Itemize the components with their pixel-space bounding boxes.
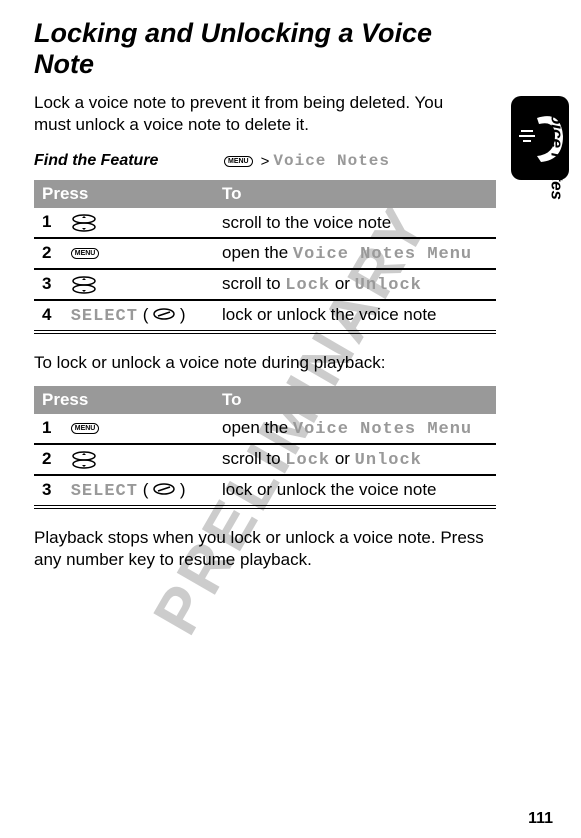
table2-header-to: To [214, 386, 496, 414]
step-desc: open the Voice Notes Menu [214, 238, 496, 269]
table-row: 2 MENU open the Voice Notes Menu [34, 238, 496, 269]
step-desc: open the Voice Notes Menu [214, 414, 496, 444]
scroll-icon [71, 213, 97, 233]
step-desc: scroll to Lock or Unlock [214, 444, 496, 475]
feature-path: Voice Notes [273, 152, 390, 170]
softkey-paren: ( [143, 305, 149, 324]
step-desc: lock or unlock the voice note [214, 475, 496, 507]
table-row: 4 SELECT ( ) lock or unlock the voice no… [34, 300, 496, 332]
intro-paragraph: Lock a voice note to prevent it from bei… [34, 92, 454, 136]
mid-paragraph: To lock or unlock a voice note during pl… [34, 352, 496, 374]
step-number: 4 [42, 305, 56, 325]
step-number: 3 [42, 274, 56, 294]
find-feature-row: Find the Feature MENU > Voice Notes [34, 152, 496, 170]
softkey-icon [153, 305, 175, 325]
step-number: 3 [42, 480, 56, 500]
softkey-paren: ) [180, 305, 186, 324]
table-row: 1 MENU open the Voice Notes Menu [34, 414, 496, 444]
step-number: 1 [42, 212, 56, 232]
page-title: Locking and Unlocking a Voice Note [34, 18, 496, 80]
scroll-icon [71, 275, 97, 295]
page-number: 111 [528, 810, 553, 828]
menu-icon: MENU [224, 156, 253, 167]
step-desc: lock or unlock the voice note [214, 300, 496, 332]
steps-table-2: Press To 1 MENU open the Voice Notes Men… [34, 386, 496, 509]
table1-header-to: To [214, 180, 496, 208]
find-feature-label: Find the Feature [34, 152, 224, 170]
step-number: 2 [42, 243, 56, 263]
table-row: 3 SELECT ( ) lock or unlock the voice no… [34, 475, 496, 507]
step-number: 2 [42, 449, 56, 469]
step-number: 1 [42, 418, 56, 438]
table-row: 2 scroll to Lock or Unlock [34, 444, 496, 475]
table-row: 3 scroll to Lock or Unlock [34, 269, 496, 300]
step-desc: scroll to Lock or Unlock [214, 269, 496, 300]
select-label: SELECT [71, 482, 138, 501]
breadcrumb-separator: > [261, 153, 270, 170]
step-desc: scroll to the voice note [214, 208, 496, 238]
table-row: 1 scroll to the voice note [34, 208, 496, 238]
scroll-icon [71, 450, 97, 470]
select-label: SELECT [71, 307, 138, 326]
menu-icon: MENU [71, 423, 100, 434]
softkey-paren: ) [180, 480, 186, 499]
end-paragraph: Playback stops when you lock or unlock a… [34, 527, 496, 571]
softkey-paren: ( [143, 480, 149, 499]
table2-header-press: Press [34, 386, 214, 414]
menu-icon: MENU [71, 248, 100, 259]
side-section-label: Voice Notes [547, 103, 567, 200]
table1-header-press: Press [34, 180, 214, 208]
steps-table-1: Press To 1 scroll to the voice note 2 ME… [34, 180, 496, 334]
softkey-icon [153, 480, 175, 500]
